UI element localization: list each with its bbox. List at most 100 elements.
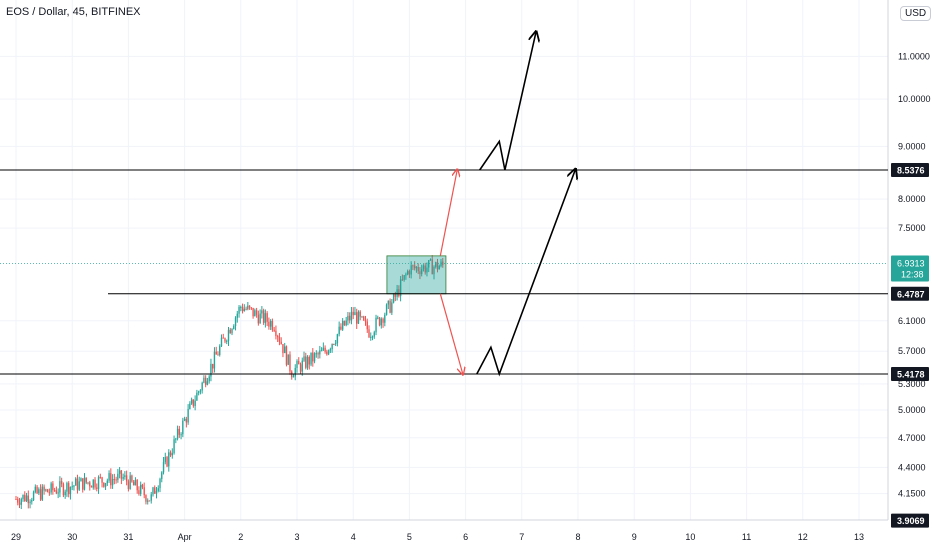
candle-body: [252, 307, 254, 317]
candle-body: [53, 490, 56, 492]
time-tick-label: 3: [294, 532, 299, 542]
candle-body: [280, 341, 282, 345]
candle-body: [227, 329, 230, 341]
candle-body: [120, 470, 123, 479]
candle-body: [96, 487, 98, 489]
candle-body: [217, 354, 219, 356]
price-tick-label: 11.0000: [898, 51, 930, 61]
candle-body: [385, 304, 388, 315]
candle-body: [62, 484, 65, 496]
time-tick-label: 12: [798, 532, 808, 542]
candle-body: [420, 269, 423, 275]
candle-body: [350, 311, 353, 321]
candle-body: [192, 399, 195, 406]
time-tick-label: 7: [519, 532, 524, 542]
time-tick-label: 9: [632, 532, 637, 542]
candle-body: [415, 267, 418, 269]
candle-body: [391, 302, 393, 313]
candle-body: [196, 392, 198, 401]
candle-body: [90, 486, 93, 488]
candle-body: [83, 477, 86, 490]
candles: [15, 255, 444, 510]
candle-body: [340, 326, 342, 330]
candle-body: [266, 313, 268, 322]
candle-body: [155, 490, 158, 494]
candle-body: [52, 483, 54, 491]
time-tick-label: 8: [575, 532, 580, 542]
candle-body: [394, 294, 397, 297]
candle-body: [255, 310, 258, 315]
candle-body: [178, 428, 181, 435]
candle-body: [396, 289, 398, 297]
candle-body: [327, 350, 330, 355]
candle-body: [406, 271, 409, 275]
candle-body: [222, 337, 224, 339]
candle-body: [176, 428, 179, 439]
candle-body: [373, 332, 375, 337]
time-tick-label: 5: [407, 532, 412, 542]
price-tick-label: 10.0000: [898, 94, 931, 104]
candle-body: [125, 475, 128, 482]
price-tick-label: 5.7000: [898, 346, 926, 356]
candle-body: [357, 311, 360, 324]
candle-body: [312, 352, 314, 362]
candle-body: [326, 351, 328, 355]
time-tick-label: 6: [463, 532, 468, 542]
grid-lines: [0, 0, 888, 520]
candle-body: [401, 279, 404, 281]
candle-body: [150, 494, 152, 501]
candle-body: [78, 481, 80, 490]
candle-body: [301, 360, 303, 372]
candle-body: [399, 279, 402, 297]
candle-body: [213, 351, 216, 369]
candle-body: [66, 483, 68, 492]
candle-body: [273, 329, 275, 331]
candle-body: [69, 486, 72, 495]
candle-body: [168, 452, 170, 467]
candle-body: [215, 351, 217, 355]
candle-body: [289, 354, 291, 372]
candle-body: [87, 482, 89, 484]
candle-body: [322, 347, 325, 351]
candle-body: [34, 486, 37, 493]
candle-body: [334, 343, 337, 345]
candle-body: [129, 475, 131, 489]
candle-body: [426, 267, 428, 273]
candle-body: [341, 320, 344, 330]
candle-body: [148, 500, 151, 502]
candle-body: [285, 346, 288, 365]
candle-body: [127, 481, 130, 489]
candle-body: [124, 475, 126, 478]
candle-body: [348, 315, 351, 321]
candle-body: [180, 434, 182, 436]
candle-body: [398, 289, 400, 297]
candle-body: [378, 317, 381, 326]
candle-body: [94, 479, 96, 488]
level-price-tag: [891, 286, 929, 301]
level-price-tag: [891, 513, 929, 528]
candle-body: [48, 492, 51, 494]
time-tick-label: 31: [123, 532, 133, 542]
candle-body: [298, 360, 300, 365]
candle-body: [234, 317, 237, 327]
price-tick-label: 9.0000: [898, 141, 926, 151]
projection-arrow: [476, 170, 575, 377]
candle-body: [368, 329, 370, 338]
candle-body: [387, 300, 390, 305]
candle-body: [366, 321, 368, 330]
candle-body: [210, 363, 212, 377]
candle-body: [320, 350, 323, 352]
time-tick-label: Apr: [178, 532, 192, 542]
candle-body: [64, 491, 66, 496]
level-price-label: 3.9069: [897, 516, 925, 526]
candle-body: [269, 320, 272, 327]
candle-body: [435, 262, 437, 267]
candle-body: [80, 478, 82, 482]
candle-body: [208, 376, 210, 382]
candle-body: [296, 360, 298, 368]
currency-selector[interactable]: USD: [900, 6, 932, 21]
candle-body: [157, 488, 159, 491]
candle-body: [245, 308, 247, 310]
